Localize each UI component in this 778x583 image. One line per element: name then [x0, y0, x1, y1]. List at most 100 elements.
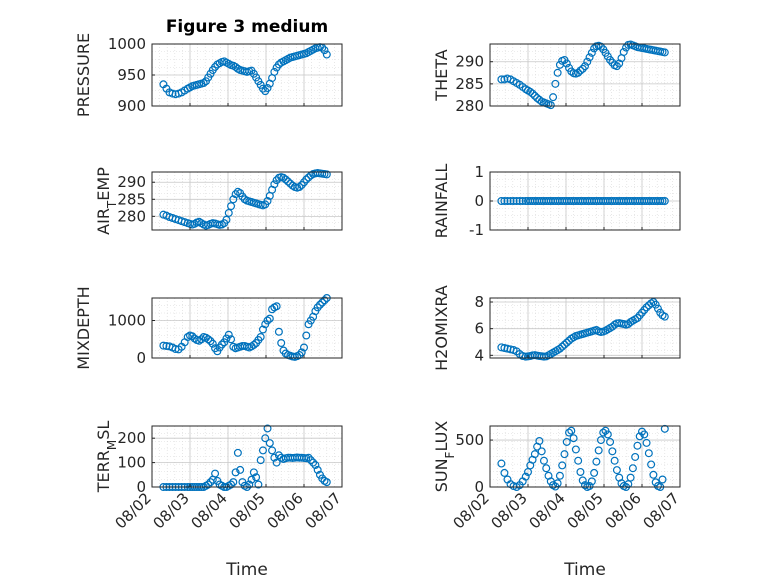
- data-point: [247, 475, 256, 484]
- data-point: [320, 46, 329, 55]
- data-point: [562, 437, 571, 446]
- data-point: [304, 453, 313, 462]
- data-point: [653, 304, 662, 313]
- data-point: [633, 441, 642, 450]
- data-point: [224, 330, 233, 339]
- data-point: [619, 47, 628, 56]
- data-point: [596, 42, 605, 51]
- data-point: [281, 175, 290, 184]
- y-axis-label: AIRTEMP: [94, 167, 119, 235]
- data-point: [551, 79, 560, 88]
- data-point: [549, 93, 558, 102]
- data-point: [560, 450, 569, 459]
- data-point: [644, 449, 653, 458]
- data-point: [635, 432, 644, 441]
- axes-box: [151, 171, 343, 231]
- data-point: [265, 314, 274, 323]
- data-point: [535, 437, 544, 446]
- y-tick-label: 200: [117, 429, 146, 447]
- data-point: [311, 461, 320, 470]
- data-point: [272, 302, 281, 311]
- data-point: [512, 197, 521, 206]
- data-point: [580, 62, 589, 71]
- y-tick-label: 900: [117, 97, 146, 115]
- data-point: [578, 64, 587, 73]
- data-point: [227, 335, 236, 344]
- data-point: [258, 84, 267, 93]
- data-point: [562, 59, 571, 68]
- data-point: [254, 480, 263, 489]
- data-point: [270, 180, 279, 189]
- data-point: [506, 197, 515, 206]
- data-point: [651, 300, 660, 309]
- data-point: [574, 456, 583, 465]
- y-tick-label: 4: [474, 346, 484, 364]
- data-point: [658, 475, 667, 484]
- data-point: [211, 469, 220, 478]
- data-point: [263, 316, 272, 325]
- y-tick-label: 500: [455, 431, 484, 449]
- data-point: [249, 340, 258, 349]
- y-tick-label: 0: [136, 349, 146, 367]
- y-tick-label: 290: [117, 173, 146, 191]
- data-point: [596, 436, 605, 445]
- chart-title: Figure 3 medium: [166, 17, 328, 37]
- data-point: [320, 296, 329, 305]
- data-point: [642, 303, 651, 312]
- y-tick-label: 0: [136, 478, 146, 496]
- data-point: [322, 478, 331, 487]
- data-point: [263, 424, 272, 433]
- data-point: [526, 87, 535, 96]
- data-point: [647, 460, 656, 469]
- data-point: [612, 62, 621, 71]
- data-point: [270, 67, 279, 76]
- y-axis-label: RAINFALL: [432, 164, 451, 239]
- data-point: [236, 465, 245, 474]
- data-point: [626, 473, 635, 482]
- data-point: [268, 446, 277, 455]
- data-point: [640, 430, 649, 439]
- x-axis-label: Time: [225, 560, 268, 580]
- data-point: [537, 447, 546, 456]
- data-point: [660, 424, 669, 433]
- data-point: [263, 197, 272, 206]
- data-point: [249, 468, 258, 477]
- data-point: [302, 331, 311, 340]
- y-tick-label: 8: [474, 293, 484, 311]
- data-point: [258, 325, 267, 334]
- data-point: [277, 339, 286, 348]
- data-point: [558, 342, 567, 351]
- y-axis-label: MIXDEPTH: [74, 286, 93, 369]
- subplot-pressure: 900 950 1000 PRESSURE Figure 3 medium: [74, 17, 343, 117]
- data-point: [539, 456, 548, 465]
- y-axis-label: THETA: [432, 49, 451, 101]
- data-point: [256, 456, 265, 465]
- data-point: [258, 446, 267, 455]
- data-point: [233, 448, 242, 457]
- data-point: [592, 457, 601, 466]
- data-point: [553, 68, 562, 77]
- data-point: [560, 340, 569, 349]
- data-point: [660, 197, 669, 206]
- data-point: [256, 333, 265, 342]
- data-point: [576, 467, 585, 476]
- data-point: [580, 481, 589, 490]
- axes-box: [489, 297, 681, 359]
- data-point: [500, 468, 509, 477]
- subplot-h2omixra: 4 6 8 H2OMIXRA: [432, 285, 681, 371]
- data-point: [587, 48, 596, 57]
- data-point: [606, 437, 615, 446]
- data-point: [199, 79, 208, 88]
- data-point: [503, 197, 512, 206]
- y-tick-label: 0: [474, 478, 484, 496]
- y-tick-label: 1000: [108, 35, 146, 53]
- data-point: [497, 459, 506, 468]
- y-tick-label: 1000: [108, 312, 146, 330]
- y-tick-label: 285: [117, 190, 146, 208]
- data-point: [660, 312, 669, 321]
- data-point: [231, 190, 240, 199]
- data-point: [300, 343, 309, 352]
- data-point: [497, 197, 506, 206]
